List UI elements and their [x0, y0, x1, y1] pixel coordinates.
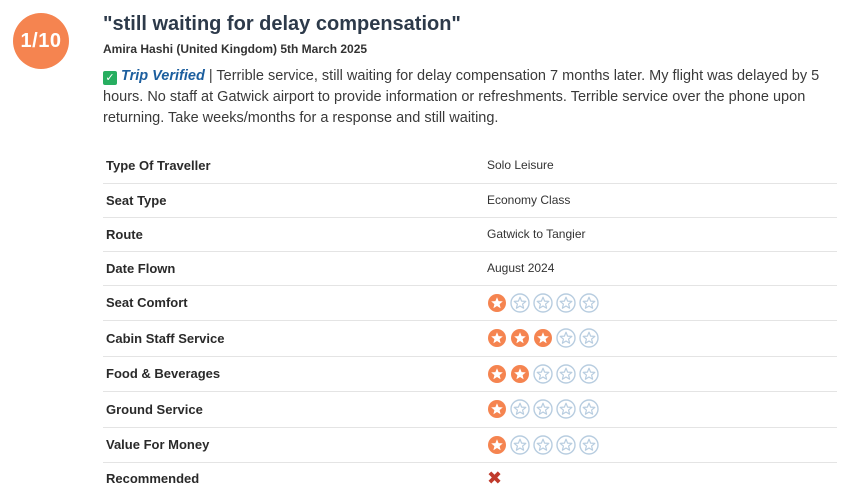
star-empty-icon [556, 328, 576, 348]
rating-badge: 1/10 [13, 13, 69, 69]
table-row: Date Flown August 2024 [103, 251, 837, 286]
review-byline: Amira Hashi (United Kingdom) 5th March 2… [103, 42, 368, 56]
table-row: Cabin Staff Service [103, 320, 837, 357]
star-rating [487, 328, 837, 348]
star-empty-icon [510, 399, 530, 419]
table-row: Recommended ✖ [103, 462, 837, 494]
star-empty-icon [533, 399, 553, 419]
row-label-value-for-money: Value For Money [103, 427, 487, 463]
star-empty-icon [556, 434, 576, 455]
row-value-seat-comfort [487, 285, 837, 321]
star-filled-icon [488, 293, 506, 312]
row-label-cabin-staff-service: Cabin Staff Service [103, 320, 487, 357]
row-value-date-flown: August 2024 [487, 251, 837, 286]
star-rating [487, 292, 837, 313]
row-label-food-beverages: Food & Beverages [103, 356, 487, 392]
row-value-route: Gatwick to Tangier [487, 217, 837, 252]
star-filled-icon [488, 329, 506, 347]
star-filled-icon [488, 364, 506, 383]
table-row: Food & Beverages [103, 356, 837, 392]
check-icon: ✓ [103, 71, 117, 85]
review-content: "still waiting for delay compensation" A… [103, 0, 837, 129]
row-label-date-flown: Date Flown [103, 251, 487, 286]
star-empty-icon [533, 434, 553, 455]
table-row: Ground Service [103, 391, 837, 428]
star-rating [487, 399, 837, 419]
row-value-food-beverages [487, 356, 837, 392]
star-rating [487, 434, 837, 455]
star-empty-icon [556, 399, 576, 419]
row-label-recommended: Recommended [106, 470, 200, 486]
review-ratings-table: Type Of Traveller Solo Leisure Seat Type… [103, 148, 837, 494]
row-value-value-for-money [487, 427, 837, 463]
star-rating [487, 363, 837, 384]
row-value-recommended: ✖ [487, 462, 837, 494]
row-label-ground-service: Ground Service [103, 391, 487, 428]
star-empty-icon [510, 292, 530, 313]
table-row: Seat Comfort [103, 285, 837, 321]
row-label-type-of-traveller: Type Of Traveller [103, 148, 487, 184]
row-value-seat-type: Economy Class [487, 183, 837, 218]
star-empty-icon [579, 399, 599, 419]
row-value-ground-service [487, 391, 837, 428]
cross-icon: ✖ [487, 468, 503, 489]
star-empty-icon [579, 292, 599, 313]
row-label-seat-type: Seat Type [103, 183, 487, 218]
star-empty-icon [510, 434, 530, 455]
row-value-cabin-staff-service [487, 320, 837, 357]
star-filled-icon [534, 329, 552, 347]
star-filled-icon [488, 435, 506, 454]
star-empty-icon [556, 292, 576, 313]
row-label-seat-comfort: Seat Comfort [103, 285, 487, 321]
star-empty-icon [579, 363, 599, 384]
row-label-route: Route [103, 217, 487, 252]
star-empty-icon [579, 434, 599, 455]
review-title[interactable]: "still waiting for delay compensation" [103, 13, 461, 35]
star-empty-icon [556, 363, 576, 384]
separator: | [204, 68, 217, 84]
star-empty-icon [533, 292, 553, 313]
table-row: Seat Type Economy Class [103, 183, 837, 218]
table-row: Route Gatwick to Tangier [103, 217, 837, 252]
trip-verified-label: Trip Verified [121, 68, 205, 84]
star-filled-icon [511, 329, 529, 347]
review-body: Terrible service, still waiting for dela… [103, 68, 820, 126]
table-row: Value For Money [103, 427, 837, 463]
row-value-type-of-traveller: Solo Leisure [487, 148, 837, 184]
star-empty-icon [533, 363, 553, 384]
review-text: ✓ Trip Verified | Terrible service, still… [103, 66, 837, 129]
table-row: Type Of Traveller Solo Leisure [103, 148, 837, 184]
star-empty-icon [579, 328, 599, 348]
star-filled-icon [488, 400, 506, 418]
star-filled-icon [511, 364, 529, 383]
